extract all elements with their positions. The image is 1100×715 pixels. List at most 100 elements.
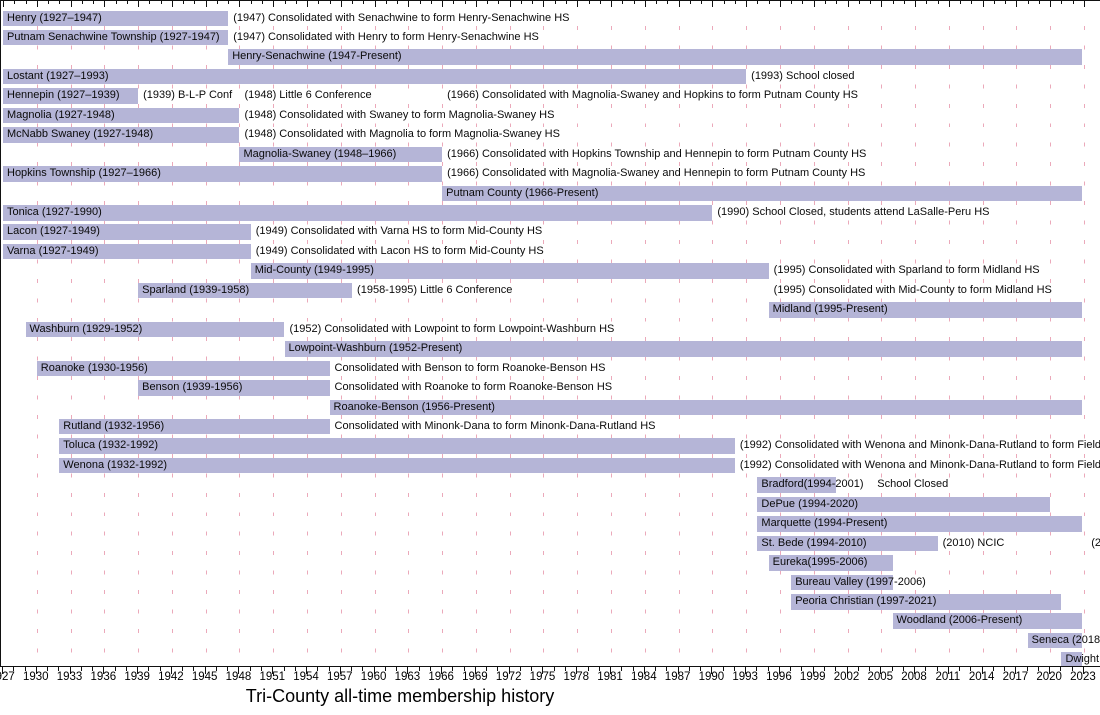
- axis-tick: [284, 1, 286, 4]
- axis-tick: [836, 1, 838, 4]
- gridline: [1083, 1, 1085, 666]
- gridline: [881, 1, 883, 666]
- axis-tick: [802, 1, 804, 4]
- axis-tick: [722, 667, 724, 671]
- bar-label: Putnam Senachwine Township (1927-1947): [7, 30, 220, 43]
- axis-tick: [373, 667, 375, 674]
- axis-tick: [228, 1, 230, 4]
- axis-tick: [746, 1, 748, 7]
- axis-tick: [216, 1, 218, 4]
- x-tick-label: 1936: [90, 671, 117, 683]
- axis-tick: [159, 667, 161, 671]
- bar-label: Roanoke (1930-1956): [40, 361, 148, 374]
- axis-tick: [565, 667, 566, 671]
- axis-tick: [632, 667, 634, 671]
- timeline-bar: [757, 516, 1083, 532]
- axis-tick: [745, 667, 747, 674]
- bar-label: Lowpoint-Washburn (1952-Present): [288, 342, 463, 355]
- x-tick-label: 1996: [766, 671, 792, 683]
- axis-tick: [553, 667, 555, 671]
- timeline-bar: [239, 146, 443, 163]
- axis-tick: [622, 1, 624, 4]
- annotation: (1958-1995) Little 6 Conference: [357, 283, 513, 296]
- axis-tick: [767, 667, 769, 671]
- axis-tick: [677, 667, 679, 674]
- axis-tick: [205, 1, 207, 7]
- axis-tick: [701, 1, 703, 4]
- timeline-bar: [768, 555, 893, 571]
- axis-tick: [125, 667, 127, 671]
- bar-label: Sparland (1939-1958): [142, 283, 250, 296]
- axis-tick: [3, 1, 4, 7]
- axis-tick: [396, 667, 398, 671]
- annotation: (1952) Consolidated with Lowpoint to for…: [289, 322, 615, 335]
- axis-tick: [542, 667, 544, 674]
- axis-tick: [925, 667, 927, 671]
- axis-tick: [768, 1, 770, 4]
- axis-tick: [588, 1, 590, 4]
- axis-tick: [779, 1, 781, 7]
- axis-tick: [103, 667, 105, 674]
- x-tick-label: 2023: [1070, 671, 1096, 683]
- axis-tick: [520, 1, 522, 4]
- axis-tick: [1082, 667, 1084, 674]
- axis-tick: [971, 1, 973, 4]
- axis-tick: [633, 1, 635, 4]
- axis-tick: [363, 1, 365, 4]
- axis-tick: [960, 1, 962, 4]
- timeline-bar: [3, 243, 251, 260]
- axis-tick: [835, 667, 837, 671]
- axis-tick: [24, 667, 26, 671]
- axis-tick: [362, 667, 364, 671]
- x-tick-label: 2011: [935, 671, 961, 683]
- axis-tick: [519, 667, 521, 671]
- axis-tick: [532, 1, 534, 4]
- axis-tick: [81, 1, 83, 4]
- bar-label: Varna (1927-1949): [7, 244, 99, 257]
- axis-tick: [666, 667, 668, 671]
- annotation: Consolidated with Roanoke to form Roanok…: [334, 381, 613, 394]
- axis-tick: [171, 1, 173, 7]
- x-tick-label: 1978: [563, 671, 590, 683]
- axis-tick: [982, 1, 984, 7]
- axis-tick: [902, 667, 904, 671]
- bar-label: Putnam County (1966-Present): [446, 186, 599, 199]
- bar-label: Washburn (1929-1952): [29, 322, 143, 335]
- gridline: [1016, 1, 1018, 666]
- x-tick-label: 1933: [56, 671, 83, 683]
- timeline-bar: [442, 185, 1083, 202]
- bar-label: Bureau Valley (1997-2006): [795, 575, 926, 588]
- axis-tick: [328, 667, 330, 671]
- gridline: [1050, 1, 1052, 666]
- bar-label: Henry-Senachwine (1947-Present): [232, 50, 402, 63]
- axis-tick: [959, 667, 961, 671]
- axis-tick: [757, 1, 759, 4]
- timeline-bar: [791, 574, 893, 591]
- bar-label: DePue (1994-2020): [761, 497, 859, 510]
- axis-tick: [891, 667, 893, 671]
- bar-label: Henry (1927–1947): [7, 11, 102, 24]
- axis-tick: [193, 667, 195, 671]
- timeline-bar: [1061, 652, 1083, 666]
- annotation: (1947) Consolidated with Senachwine to f…: [233, 11, 570, 24]
- axis-tick: [58, 667, 60, 671]
- axis-tick: [374, 1, 376, 7]
- axis-tick: [587, 667, 589, 671]
- timeline-bar: [36, 360, 330, 377]
- x-tick-label: 1987: [664, 671, 691, 683]
- annotation: (1947) Consolidated with Henry to form H…: [233, 30, 539, 43]
- axis-tick: [576, 667, 578, 674]
- axis-tick: [340, 1, 342, 7]
- gridline: [408, 1, 410, 666]
- axis-tick: [858, 1, 860, 4]
- axis-tick: [80, 667, 82, 671]
- annotation: (2010) NCIC: [942, 536, 1005, 549]
- axis-tick: [881, 1, 883, 7]
- axis-tick: [1083, 1, 1085, 7]
- timeline-bar: [3, 224, 251, 240]
- axis-tick: [846, 667, 848, 674]
- axis-tick: [339, 667, 341, 674]
- x-tick-label: 2008: [901, 671, 927, 683]
- timeline-bar: [768, 302, 1083, 318]
- x-tick-label: 1999: [799, 671, 826, 683]
